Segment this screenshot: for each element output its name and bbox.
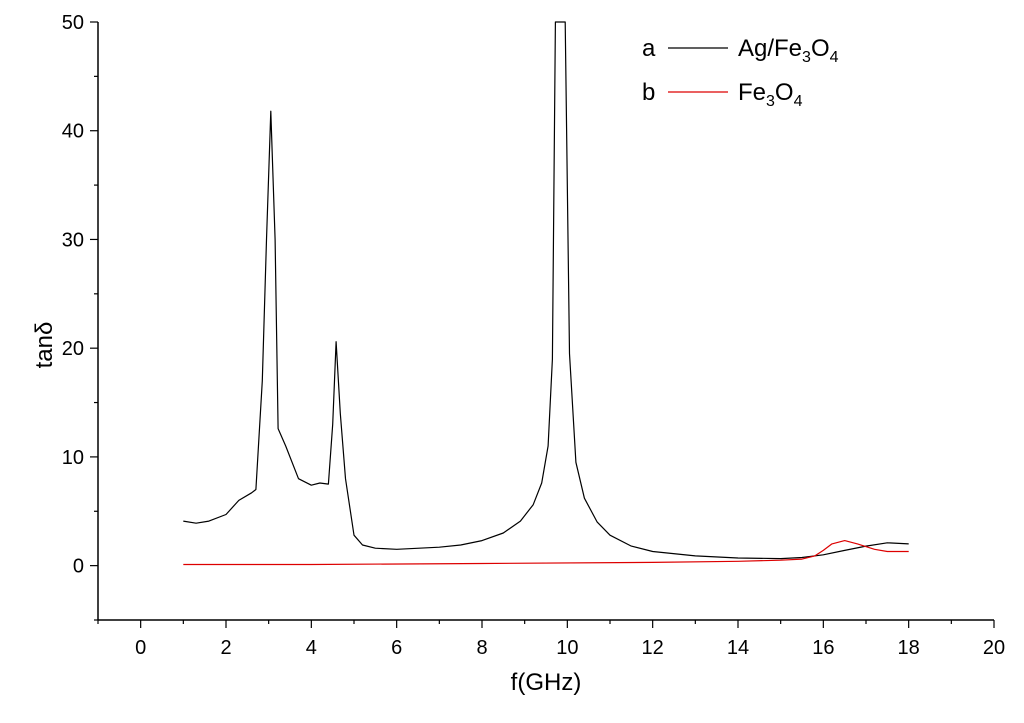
series-line-b [183,539,909,566]
x-tick-label: 4 [306,637,317,659]
series-line-a [183,21,909,560]
legend-key-a: a [642,35,656,62]
legend-entry-a: a Ag/Fe3O4 [642,35,839,66]
y-tick-label: 50 [62,12,84,34]
y-tick-label: 20 [62,338,84,360]
legend-key-b: b [642,79,655,106]
x-tick-label: 12 [642,637,664,659]
y-tick-label: 0 [73,556,84,578]
series-layer [183,21,909,566]
x-tick-label: 14 [727,637,749,659]
x-tick-label: 2 [220,637,231,659]
legend-label-a: Ag/Fe3O4 [738,35,839,66]
x-ticks: 0 2 4 6 8 10 12 14 16 18 20 [97,620,1005,659]
x-axis-title: f(GHz) [511,669,582,696]
legend: a Ag/Fe3O4 b Fe3O4 [642,35,839,110]
x-tick-label: 8 [476,637,487,659]
y-ticks: 0 10 20 30 40 50 [62,12,98,621]
y-tick-label: 10 [62,447,84,469]
legend-label-b: Fe3O4 [738,79,803,110]
y-tick-label: 30 [62,229,84,251]
x-tick-label: 10 [556,637,578,659]
axes [97,22,994,621]
y-tick-label: 40 [62,121,84,143]
y-axis-title: tanδ [31,322,58,369]
x-tick-label: 16 [812,637,834,659]
x-tick-label: 20 [983,637,1005,659]
x-tick-label: 6 [391,637,402,659]
x-tick-label: 0 [135,637,146,659]
x-tick-label: 18 [898,637,920,659]
legend-entry-b: b Fe3O4 [642,79,803,110]
